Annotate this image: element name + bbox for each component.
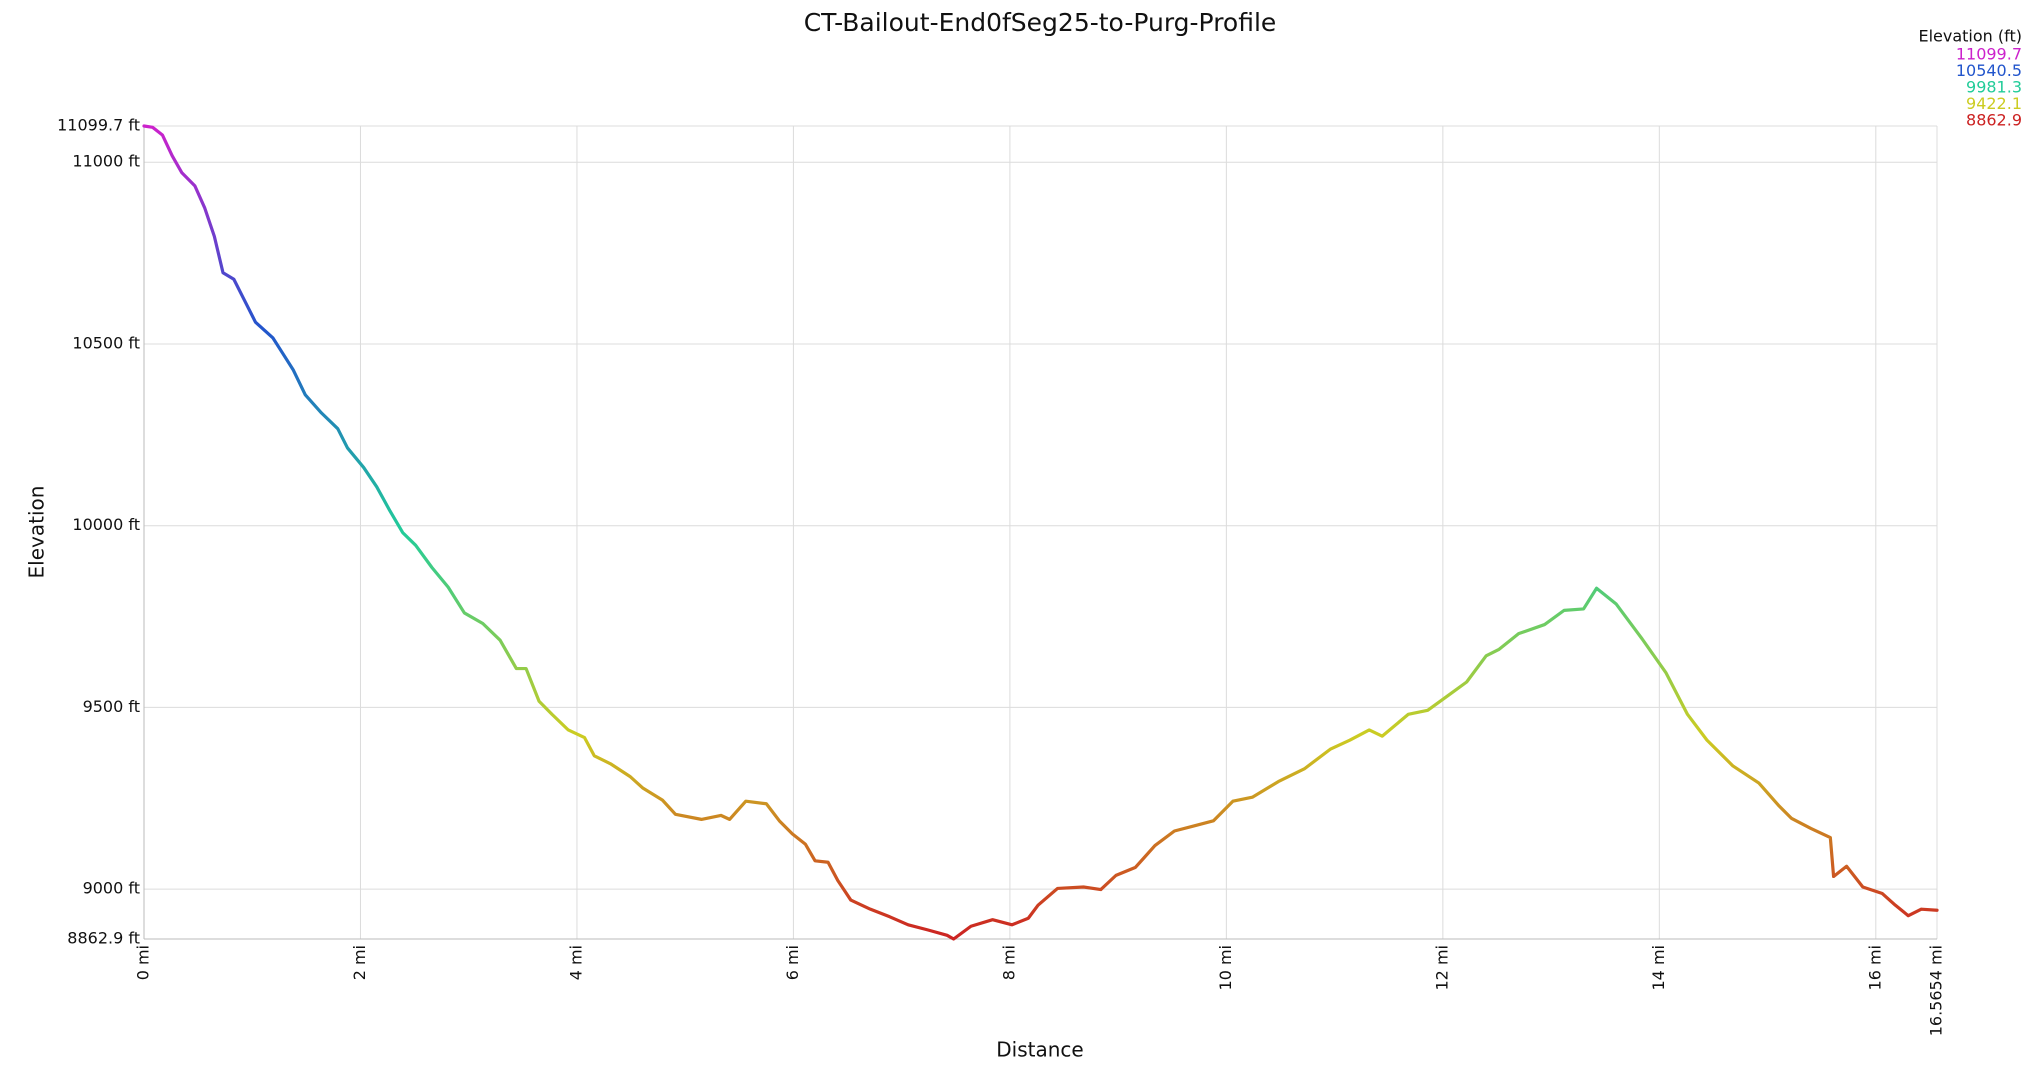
x-tick-label: 2 mi (350, 945, 369, 980)
legend-value: 8862.9 (1966, 111, 2022, 130)
legend-value: 9981.3 (1966, 78, 2022, 97)
legend-value: 9422.1 (1966, 94, 2022, 113)
legend-title: Elevation (ft) (1918, 27, 2022, 46)
y-axis-label: Elevation (25, 486, 49, 579)
x-tick-label: 6 mi (783, 945, 802, 980)
y-tick-label: 9500 ft (83, 697, 140, 716)
y-tick-label: 8862.9 ft (67, 929, 140, 948)
y-tick-label: 11099.7 ft (57, 116, 140, 135)
x-tick-label: 0 mi (134, 945, 153, 980)
legend-value: 11099.7 (1956, 45, 2022, 64)
x-tick-label: 14 mi (1649, 945, 1668, 990)
x-tick-label: 16.5654 mi (1927, 945, 1946, 1036)
x-tick-label: 16 mi (1865, 945, 1884, 990)
y-tick-label: 10500 ft (72, 333, 140, 352)
chart-title: CT-Bailout-End0fSeg25-to-Purg-Profile (804, 8, 1277, 37)
y-tick-label: 10000 ft (72, 515, 140, 534)
x-axis-label: Distance (996, 1038, 1083, 1062)
x-tick-label: 10 mi (1216, 945, 1235, 990)
legend-value: 10540.5 (1956, 61, 2022, 80)
y-tick-label: 9000 ft (83, 879, 140, 898)
y-tick-label: 11000 ft (72, 152, 140, 171)
elevation-line (142, 124, 1939, 941)
x-tick-label: 4 mi (566, 945, 585, 980)
x-tick-label: 12 mi (1432, 945, 1451, 990)
x-tick-label: 8 mi (999, 945, 1018, 980)
